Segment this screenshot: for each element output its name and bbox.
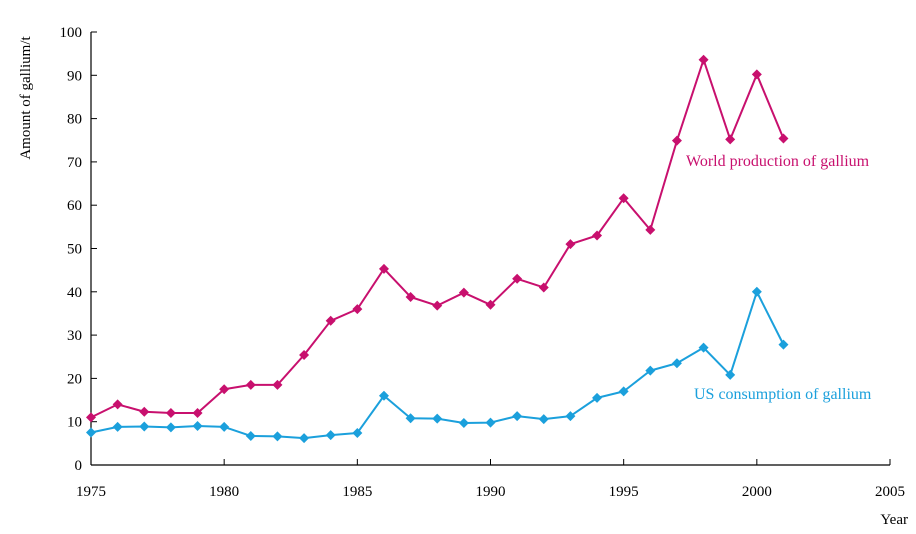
data-point xyxy=(538,282,549,293)
data-point xyxy=(618,193,629,204)
data-point xyxy=(671,135,682,146)
data-point xyxy=(458,287,469,298)
y-axis-title: Amount of gallium/t xyxy=(18,36,34,160)
data-point xyxy=(778,339,789,350)
data-point xyxy=(378,390,389,401)
data-point xyxy=(778,133,789,144)
y-tick-label: 100 xyxy=(60,25,83,41)
x-tick-label: 1985 xyxy=(342,484,372,500)
data-point xyxy=(538,414,549,425)
x-tick-label: 1990 xyxy=(476,484,506,500)
data-point xyxy=(512,273,523,284)
data-point xyxy=(458,417,469,428)
data-point xyxy=(725,369,736,380)
data-point xyxy=(86,412,96,423)
data-point xyxy=(245,430,256,441)
data-point xyxy=(671,358,682,369)
data-point xyxy=(618,386,629,397)
data-point xyxy=(325,430,336,441)
data-point xyxy=(725,134,736,145)
data-point xyxy=(192,408,203,419)
data-point xyxy=(698,54,709,65)
y-tick-label: 50 xyxy=(67,242,82,258)
data-point xyxy=(485,417,496,428)
data-point xyxy=(645,224,656,235)
data-point xyxy=(299,350,310,361)
data-point xyxy=(272,431,283,442)
data-point xyxy=(165,408,176,419)
y-tick-label: 10 xyxy=(67,415,82,431)
data-point xyxy=(139,421,150,432)
y-tick-label: 0 xyxy=(75,458,83,474)
data-point xyxy=(165,422,176,433)
x-tick-label: 2000 xyxy=(742,484,772,500)
data-point xyxy=(352,427,363,438)
data-point xyxy=(192,421,203,432)
y-tick-label: 90 xyxy=(67,68,82,84)
data-point xyxy=(512,411,523,422)
series-label-world-production: World production of gallium xyxy=(686,153,870,170)
data-point xyxy=(219,421,230,432)
y-tick-label: 30 xyxy=(67,328,82,344)
data-point xyxy=(219,384,230,395)
data-point xyxy=(751,286,762,297)
y-tick-label: 20 xyxy=(67,371,82,387)
x-tick-label: 1995 xyxy=(609,484,639,500)
x-tick-label: 2005 xyxy=(875,484,905,500)
x-tick-label: 1980 xyxy=(209,484,239,500)
data-point xyxy=(245,379,256,390)
series-1 xyxy=(86,286,789,444)
data-point xyxy=(698,342,709,353)
y-tick-label: 70 xyxy=(67,155,82,171)
data-point xyxy=(325,315,336,326)
data-point xyxy=(378,263,389,274)
x-tick-label: 1975 xyxy=(76,484,106,500)
ticks: 0 10 20 30 40 50 60 70 80 90 100 1975 1980 1985 1990 19… xyxy=(60,25,906,500)
series-label-us-consumption: US consumption of gallium xyxy=(694,386,872,403)
data-point xyxy=(405,291,416,302)
data-point xyxy=(405,413,416,424)
x-axis-title: Year xyxy=(880,512,908,528)
data-point xyxy=(272,379,283,390)
data-point xyxy=(432,300,443,311)
data-point xyxy=(751,69,762,80)
data-point xyxy=(565,239,576,250)
data-point xyxy=(86,427,96,438)
data-point xyxy=(352,304,363,315)
data-point xyxy=(432,413,443,424)
series-layer xyxy=(86,54,789,444)
y-tick-label: 60 xyxy=(67,198,82,214)
data-point xyxy=(565,411,576,422)
y-tick-label: 40 xyxy=(67,285,82,301)
data-point xyxy=(139,406,150,417)
data-point xyxy=(112,399,123,410)
data-point xyxy=(299,433,310,444)
data-point xyxy=(592,230,603,241)
data-point xyxy=(112,421,123,432)
data-point xyxy=(485,299,496,310)
data-point xyxy=(592,392,603,403)
y-tick-label: 80 xyxy=(67,112,82,128)
series-0 xyxy=(86,54,789,423)
data-point xyxy=(645,365,656,376)
